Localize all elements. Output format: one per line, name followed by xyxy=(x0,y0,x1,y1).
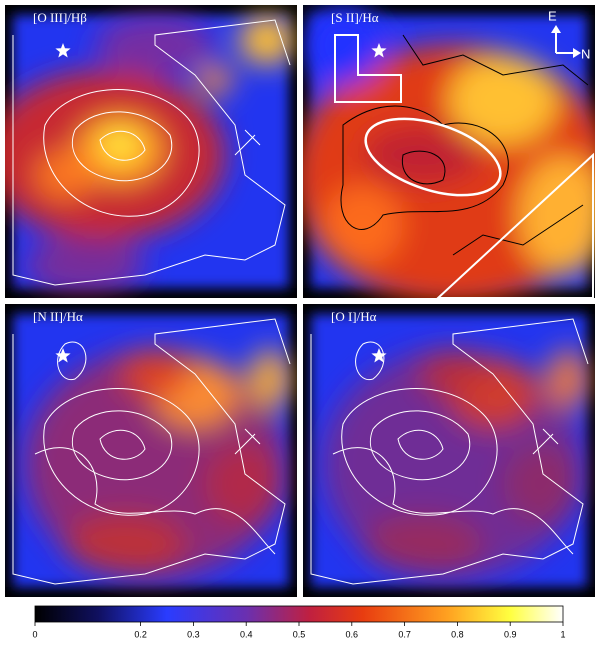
emission-blob xyxy=(248,349,292,409)
compass-head xyxy=(551,25,561,33)
contour xyxy=(12,318,291,585)
region-box xyxy=(334,34,402,103)
contour xyxy=(341,388,498,516)
emission-blob xyxy=(323,185,403,265)
contour xyxy=(12,19,291,286)
tick-label: 0.7 xyxy=(398,629,411,639)
colorbar: 0 0.2 0.3 0.4 0.5 0.6 0.7 0.8 0.9 1 xyxy=(32,605,566,639)
star-marker xyxy=(55,348,71,363)
contour xyxy=(99,130,146,161)
contour xyxy=(340,34,589,230)
contour xyxy=(452,204,584,256)
emission-blob xyxy=(25,235,145,295)
emission-blob xyxy=(418,349,488,399)
map-panel: [O III]/Hβ xyxy=(5,5,297,298)
contour xyxy=(57,341,87,381)
star-marker xyxy=(55,43,71,58)
star-marker xyxy=(371,43,387,58)
tick-label: 0.6 xyxy=(346,629,359,639)
contour xyxy=(71,111,173,182)
contour xyxy=(310,318,589,585)
contour xyxy=(397,429,444,460)
tick-label: 0.4 xyxy=(240,629,253,639)
emission-blob xyxy=(100,129,140,161)
colorbar-gradient xyxy=(34,605,564,623)
star-marker xyxy=(371,348,387,363)
emission-blob xyxy=(503,444,583,524)
contour xyxy=(43,89,200,217)
region-triangle xyxy=(436,152,594,298)
panel-label: [O III]/Hβ xyxy=(33,10,87,25)
map-emission xyxy=(25,349,292,579)
map-panel: [N II]/Hα xyxy=(5,304,297,597)
emission-blob xyxy=(120,349,190,399)
emission-blob xyxy=(65,514,185,574)
emission-blob xyxy=(35,150,95,200)
emission-blob xyxy=(546,349,590,409)
emission-blob xyxy=(303,5,383,85)
panels: [O III]/Hβ E N [S II]/Hα [N II]/Hα [O I]/Hα xyxy=(5,5,595,597)
contour xyxy=(355,341,385,381)
contour xyxy=(401,150,446,185)
tick-label: 0.2 xyxy=(134,629,147,639)
tick-label: 1 xyxy=(560,629,565,639)
tick-label: 0.5 xyxy=(293,629,306,639)
contour xyxy=(34,447,276,555)
panel-label: [S II]/Hα xyxy=(331,10,379,25)
emission-blob xyxy=(363,125,483,185)
tick-label: 0.8 xyxy=(451,629,464,639)
tick-label: 0 xyxy=(32,629,37,639)
emission-blob xyxy=(518,155,595,275)
contour xyxy=(71,410,173,481)
emission-blob xyxy=(448,55,558,145)
contour xyxy=(532,428,559,455)
emission-blob xyxy=(197,66,233,94)
contour xyxy=(43,388,200,516)
contour xyxy=(234,428,261,455)
contour xyxy=(99,429,146,460)
contour xyxy=(369,410,471,481)
panel-label: [N II]/Hα xyxy=(33,309,83,324)
compass-label: E xyxy=(548,8,557,23)
map-panel: E N [S II]/Hα xyxy=(303,5,595,298)
panel-label: [O I]/Hα xyxy=(331,309,377,324)
emission-blob xyxy=(205,444,285,524)
emission-blob xyxy=(239,15,295,65)
compass-head xyxy=(573,48,581,58)
tick-label: 0.3 xyxy=(187,629,200,639)
contour xyxy=(332,447,574,555)
contour xyxy=(234,129,261,156)
emission-blob xyxy=(363,514,483,574)
region-ellipse xyxy=(364,117,502,197)
map-emission xyxy=(5,15,295,295)
compass-label: N xyxy=(581,46,590,61)
map-emission xyxy=(323,349,590,579)
tick-label: 0.9 xyxy=(504,629,517,639)
map-panel: [O I]/Hα xyxy=(303,304,595,597)
